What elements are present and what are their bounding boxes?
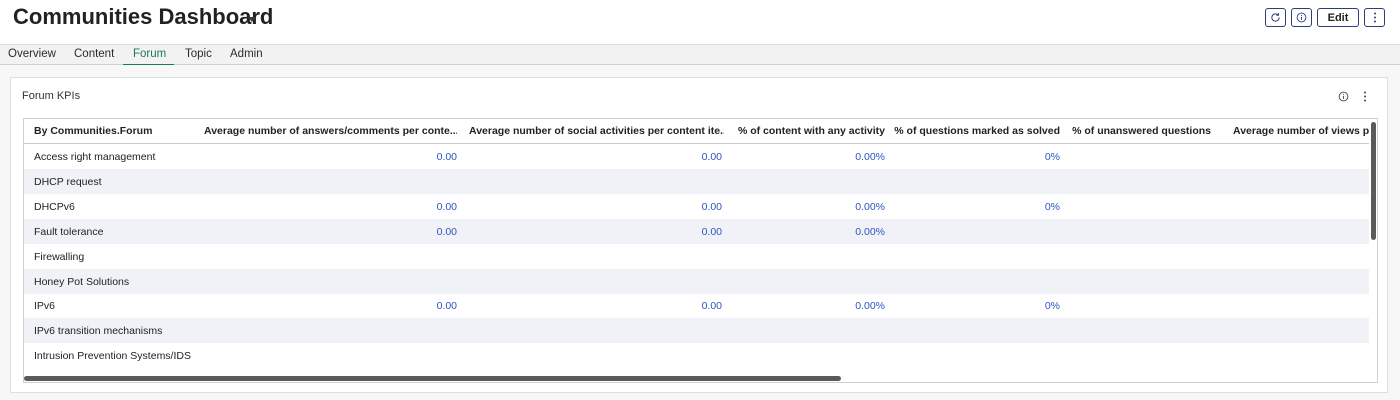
forum-name-cell: Firewalling (34, 250, 85, 263)
table-row[interactable]: DHCP request (24, 168, 1369, 194)
kpi-value-cell[interactable]: 0% (1044, 200, 1060, 213)
kpi-value-cell[interactable]: 0.00 (701, 300, 722, 313)
kpi-value-cell[interactable]: 0.00 (701, 225, 722, 238)
forum-name-cell: IPv6 (34, 300, 56, 313)
forum-name-cell: Intrusion Prevention Systems/IDS (34, 350, 191, 363)
forum-name-cell: Honey Pot Solutions (34, 275, 130, 288)
chevron-down-icon[interactable] (248, 17, 256, 22)
kpi-value-cell[interactable]: 0.00 (701, 200, 722, 213)
more-vertical-icon[interactable] (1359, 90, 1371, 102)
column-header[interactable]: Average number of answers/comments per c… (204, 125, 457, 137)
forum-name-cell: DHCP request (34, 175, 102, 188)
kpi-value-cell[interactable]: 0.00 (436, 151, 457, 163)
edit-button[interactable]: Edit (1317, 8, 1359, 27)
refresh-button[interactable] (1265, 8, 1286, 27)
kpi-value-cell[interactable]: 0.00 (436, 200, 457, 213)
tab-bar: Overview Content Forum Topic Admin (0, 44, 1400, 66)
table-row[interactable]: Fault tolerance 0.00 0.00 0.00% (24, 218, 1369, 244)
vertical-scroll-thumb[interactable] (1371, 122, 1376, 240)
tab-content[interactable]: Content (74, 48, 115, 60)
table-header: By Communities.Forum Average number of a… (24, 119, 1377, 144)
kpi-value-cell[interactable]: 0.00% (855, 300, 885, 313)
table-row[interactable]: Firewalling (24, 244, 1369, 269)
table-row[interactable]: IPv6 0.00 0.00 0.00% 0% (24, 293, 1369, 318)
kpi-value-cell[interactable]: 0.00% (855, 200, 885, 213)
forum-kpis-panel: Forum KPIs By Communities.Forum Average … (10, 77, 1388, 393)
kpi-table: By Communities.Forum Average number of a… (23, 118, 1378, 383)
info-button[interactable] (1291, 8, 1312, 27)
info-icon[interactable] (1337, 90, 1349, 102)
column-header[interactable]: % of questions marked as solved (894, 125, 1060, 137)
vertical-scrollbar[interactable] (1369, 119, 1377, 382)
kpi-value-cell[interactable]: 0.00 (436, 300, 457, 313)
forum-name-cell: Fault tolerance (34, 225, 104, 238)
column-header[interactable]: Average number of social activities per … (469, 125, 724, 137)
kpi-value-cell[interactable]: 0.00% (855, 225, 885, 238)
panel-title: Forum KPIs (22, 90, 81, 102)
more-vertical-icon (1373, 12, 1376, 23)
tab-overview[interactable]: Overview (8, 48, 56, 60)
table-row[interactable]: Intrusion Prevention Systems/IDS (24, 343, 1369, 368)
tab-admin[interactable]: Admin (230, 48, 263, 60)
table-row[interactable]: Honey Pot Solutions (24, 268, 1369, 294)
tab-forum[interactable]: Forum (133, 48, 167, 60)
more-options-button[interactable] (1364, 8, 1385, 27)
tab-topic[interactable]: Topic (185, 48, 212, 60)
column-header[interactable]: % of unanswered questions (1072, 125, 1211, 137)
table-row[interactable]: DHCPv6 0.00 0.00 0.00% 0% (24, 194, 1369, 219)
table-row[interactable]: Access right management 0.00 0.00 0.00% 0% (24, 144, 1369, 169)
horizontal-scrollbar[interactable] (24, 373, 1369, 382)
info-icon (1296, 12, 1307, 23)
page-title: Communities Dashboard (13, 4, 274, 29)
forum-name-cell: IPv6 transition mechanisms (34, 325, 163, 338)
kpi-value-cell[interactable]: 0% (1044, 151, 1060, 163)
kpi-value-cell[interactable]: 0.00% (855, 151, 885, 163)
refresh-icon (1271, 13, 1280, 22)
horizontal-scroll-thumb[interactable] (24, 376, 841, 381)
table-row[interactable]: IPv6 transition mechanisms (24, 318, 1369, 344)
column-header[interactable]: By Communities.Forum (34, 125, 153, 137)
kpi-value-cell[interactable]: 0% (1044, 300, 1060, 313)
forum-name-cell: Access right management (34, 151, 156, 163)
column-header[interactable]: % of content with any activity (737, 125, 885, 137)
dashboard-header: Communities Dashboard Edit (0, 0, 1400, 44)
forum-name-cell: DHCPv6 (34, 200, 75, 213)
column-header[interactable]: Average number of views pe (1233, 125, 1369, 137)
kpi-value-cell[interactable]: 0.00 (701, 151, 722, 163)
kpi-value-cell[interactable]: 0.00 (436, 225, 457, 238)
